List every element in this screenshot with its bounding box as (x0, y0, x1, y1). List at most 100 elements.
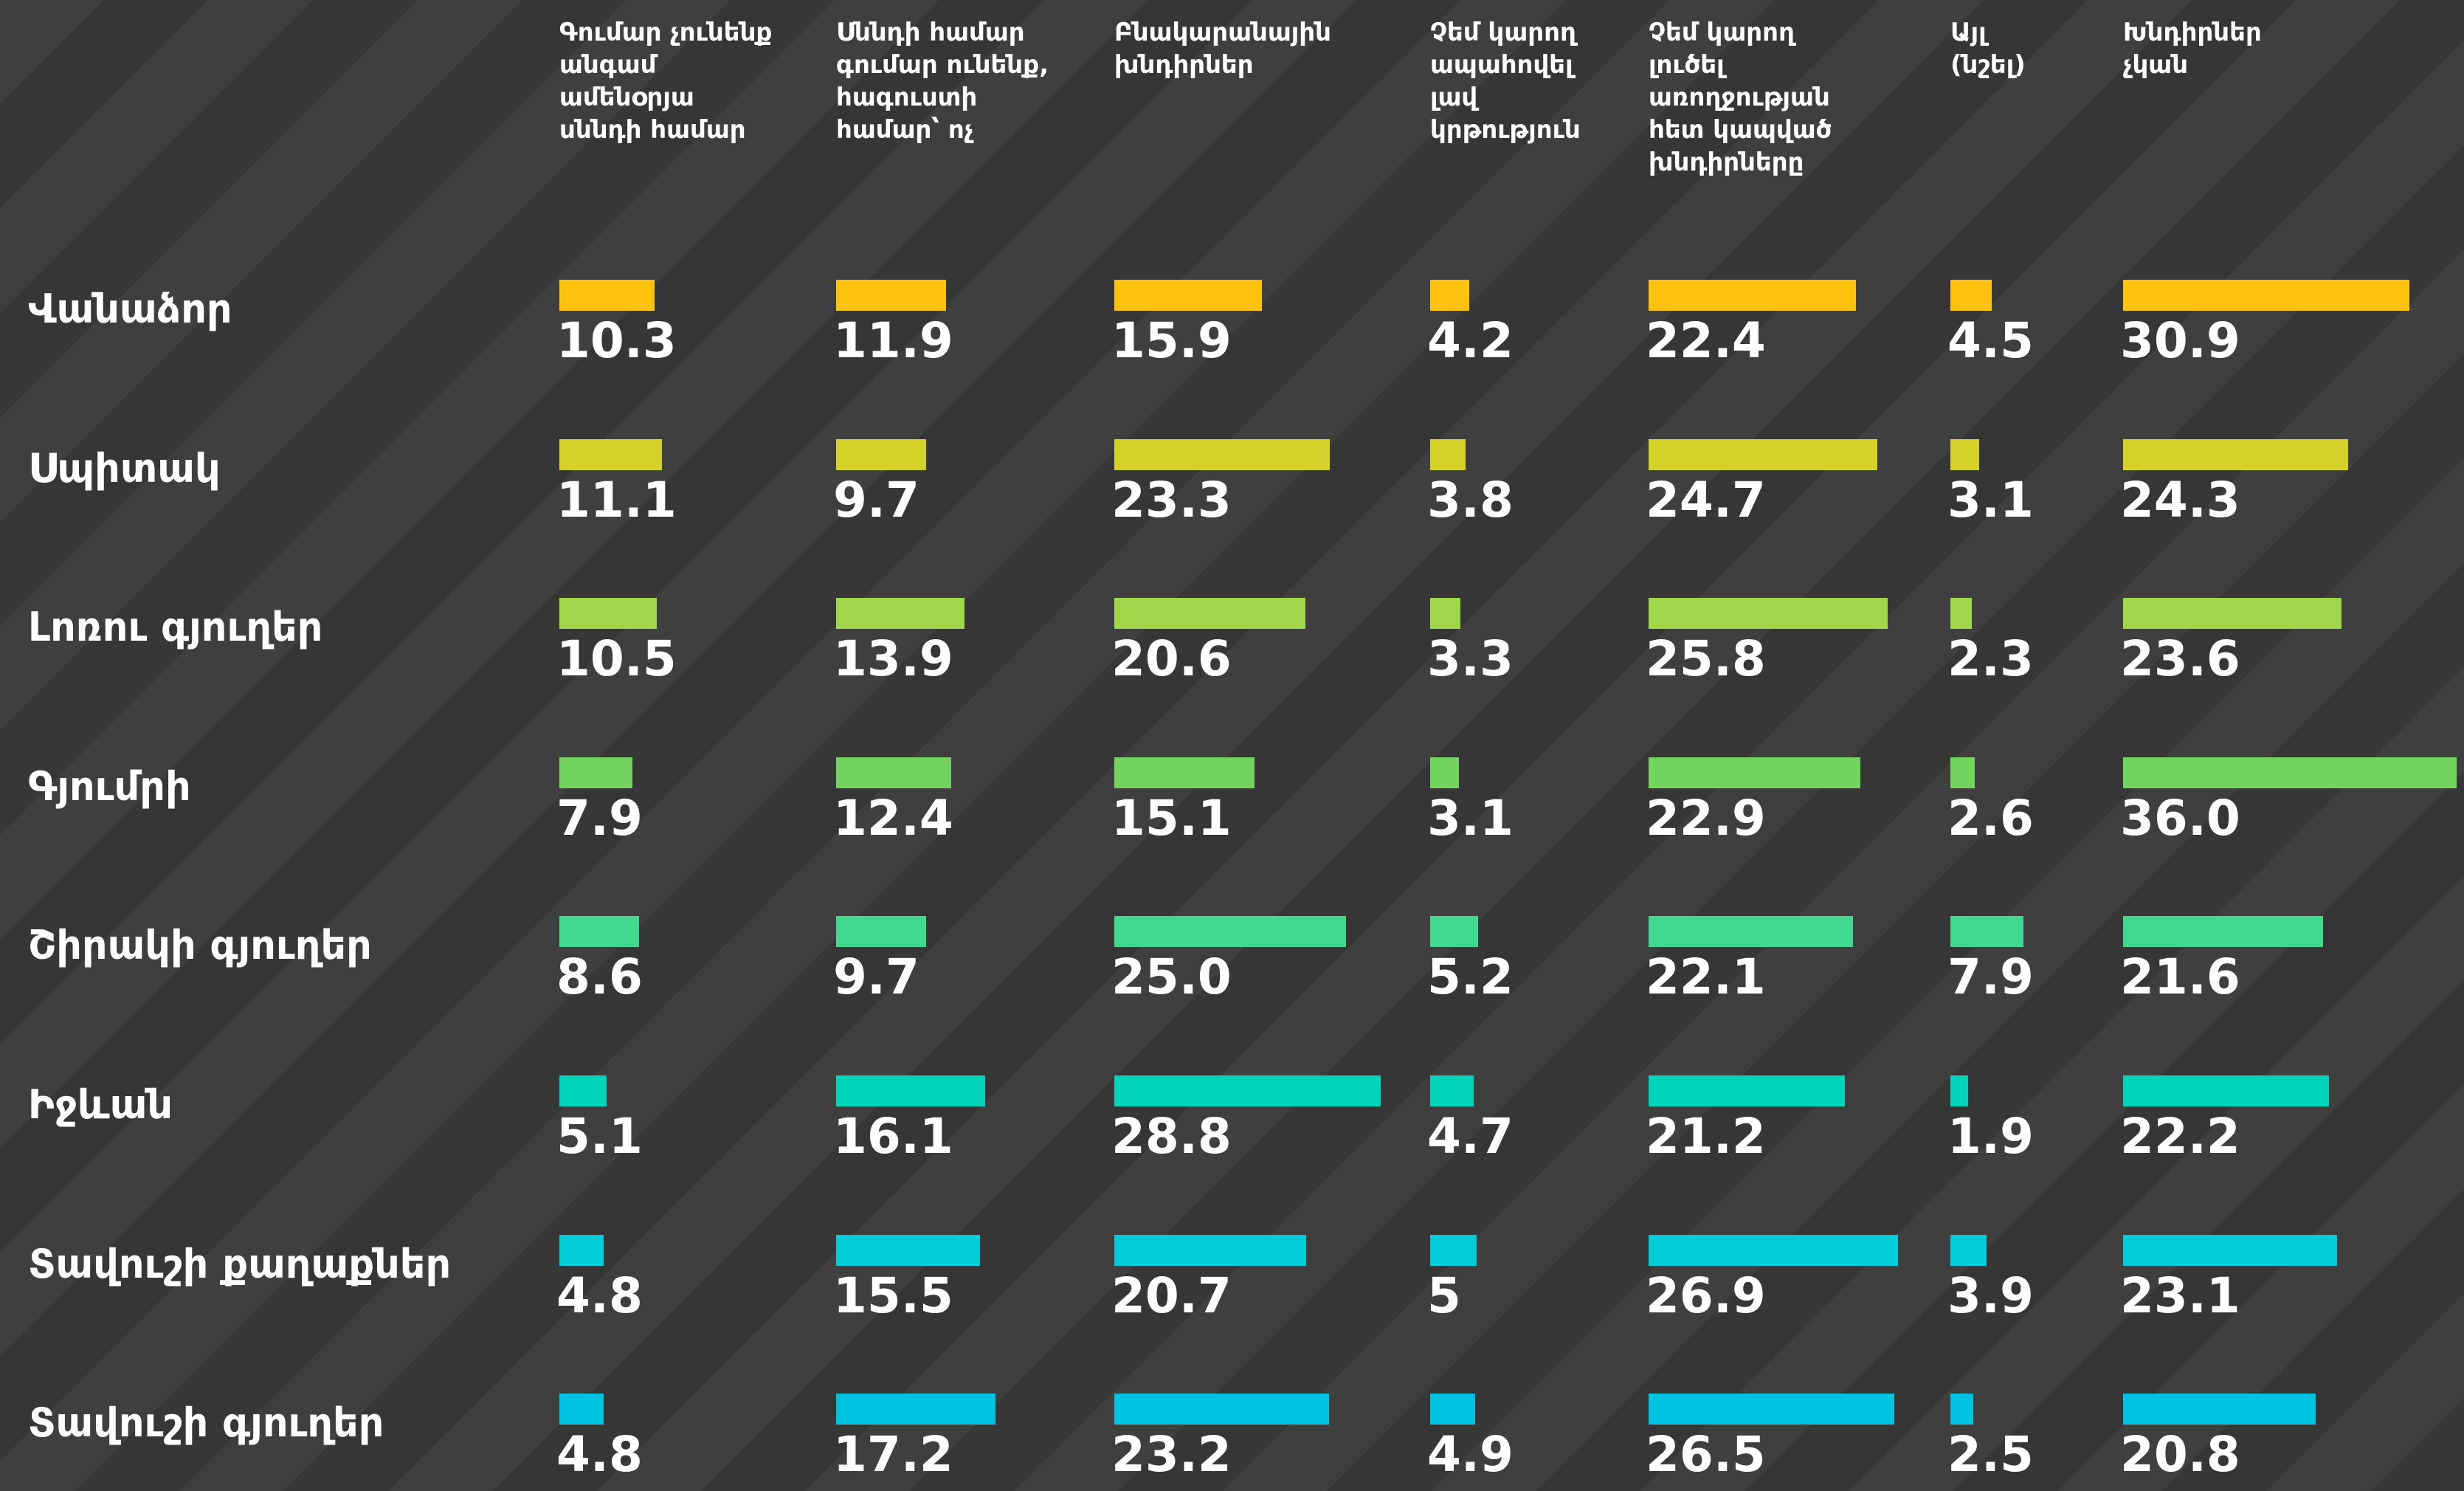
value-label: 9.7 (833, 948, 919, 1006)
bar (1649, 757, 1861, 788)
value-label: 24.3 (2120, 471, 2240, 528)
value-label: 4.9 (1427, 1426, 1514, 1484)
column-header: Չեմ կարող ապահովել լավ կրթություն (1430, 18, 1581, 145)
value-label: 11.1 (556, 471, 677, 528)
bar (1649, 1234, 1898, 1266)
row-label: Գյումրի (28, 762, 191, 810)
value-label: 10.3 (556, 312, 677, 369)
value-label: 3.1 (1427, 789, 1514, 847)
value-label: 3.9 (1947, 1267, 2034, 1324)
value-label: 23.2 (1111, 1426, 1232, 1484)
row-label: Շիրակի գյուղեր (28, 922, 372, 969)
bar (836, 598, 965, 630)
bar (836, 1075, 986, 1106)
bar (1950, 438, 1979, 470)
bar (559, 1394, 604, 1425)
bar (2123, 280, 2409, 311)
value-label: 3.8 (1427, 471, 1514, 528)
bar (836, 280, 947, 311)
column-header: Խնդիրներ չկան (2123, 18, 2262, 80)
bar (1430, 438, 1466, 470)
value-label: 23.3 (1111, 471, 1232, 528)
row-label: Լոռու գյուղեր (28, 604, 323, 651)
value-label: 4.8 (556, 1426, 643, 1484)
bar (1950, 598, 1972, 630)
bar (2123, 438, 2348, 470)
value-label: 9.7 (833, 471, 919, 528)
bar (1950, 1394, 1974, 1425)
value-label: 26.9 (1646, 1267, 1766, 1324)
bar (836, 757, 951, 788)
value-label: 22.9 (1646, 789, 1766, 847)
bar (1430, 1394, 1476, 1425)
bar (1950, 916, 2024, 948)
bar (559, 1234, 604, 1266)
value-label: 22.2 (2120, 1108, 2240, 1165)
bar (559, 1075, 607, 1106)
value-label: 20.7 (1111, 1267, 1232, 1324)
value-label: 25.0 (1111, 948, 1232, 1006)
column-header: Այլ (նշել) (1950, 18, 2026, 80)
value-label: 21.2 (1646, 1108, 1766, 1165)
bar (1114, 1075, 1381, 1106)
value-label: 2.6 (1947, 789, 2034, 847)
value-label: 23.1 (2120, 1267, 2240, 1324)
value-label: 5.2 (1427, 948, 1514, 1006)
bar (1649, 1394, 1894, 1425)
value-label: 28.8 (1111, 1108, 1232, 1165)
value-label: 15.1 (1111, 789, 1232, 847)
bar (1114, 280, 1262, 311)
value-label: 7.9 (556, 789, 643, 847)
bar (1950, 757, 1975, 788)
value-label: 22.1 (1646, 948, 1766, 1006)
bar (1649, 1075, 1846, 1106)
value-label: 4.8 (556, 1267, 643, 1324)
row-label: Սպիտակ (28, 444, 221, 492)
value-label: 2.5 (1947, 1426, 2034, 1484)
value-label: 26.5 (1646, 1426, 1766, 1484)
bar (2123, 1234, 2337, 1266)
column-header: Բնակարանային խնդիրներ (1114, 18, 1331, 80)
row-label: Իջևան (28, 1081, 173, 1128)
bar (559, 438, 663, 470)
bar (1649, 438, 1877, 470)
bar (559, 916, 639, 948)
value-label: 23.6 (2120, 630, 2240, 688)
row-label: Տավուշի գյուղեր (28, 1399, 384, 1447)
bar (559, 280, 655, 311)
value-label: 17.2 (833, 1426, 953, 1484)
value-label: 3.3 (1427, 630, 1514, 688)
value-label: 2.3 (1947, 630, 2034, 688)
bar (559, 757, 633, 788)
bar (1430, 1075, 1474, 1106)
value-label: 7.9 (1947, 948, 2034, 1006)
value-label: 24.7 (1646, 471, 1766, 528)
bar (1430, 280, 1469, 311)
value-label: 8.6 (556, 948, 643, 1006)
value-label: 22.4 (1646, 312, 1766, 369)
value-label: 4.7 (1427, 1108, 1514, 1165)
bar (2123, 916, 2324, 948)
bar (1649, 280, 1857, 311)
bar (1114, 916, 1346, 948)
value-label: 4.5 (1947, 312, 2034, 369)
value-label: 1.9 (1947, 1108, 2034, 1165)
bar (1950, 280, 1992, 311)
bar (1114, 598, 1305, 630)
bar (1114, 1394, 1330, 1425)
value-label: 10.5 (556, 630, 677, 688)
value-label: 20.8 (2120, 1426, 2240, 1484)
bar (1114, 438, 1331, 470)
value-label: 3.1 (1947, 471, 2034, 528)
value-label: 11.9 (833, 312, 953, 369)
bar (559, 598, 657, 630)
bar (1430, 916, 1479, 948)
value-label: 20.6 (1111, 630, 1232, 688)
bar (2123, 598, 2342, 630)
bar (1950, 1075, 1968, 1106)
value-label: 25.8 (1646, 630, 1766, 688)
column-header: Չեմ կարող լուծել առողջության հետ կապված … (1649, 18, 1832, 177)
value-label: 15.5 (833, 1267, 953, 1324)
bar (2123, 757, 2457, 788)
